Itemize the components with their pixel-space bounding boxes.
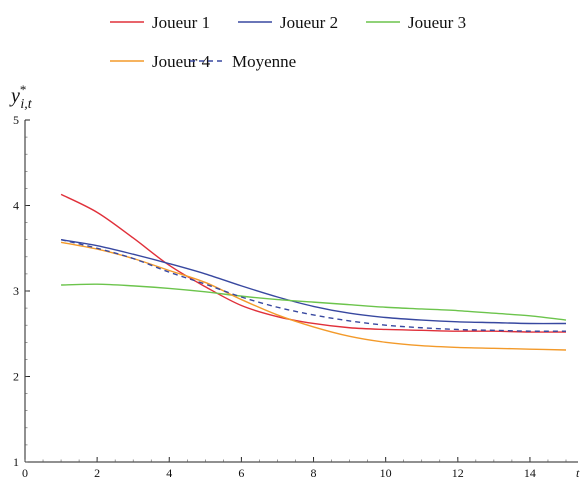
- series-line-joueur-1: [60, 193, 567, 333]
- legend-item-moyenne: Moyenne: [190, 52, 296, 71]
- y-tick-label: 4: [13, 199, 19, 213]
- x-tick-label: 12: [452, 466, 464, 480]
- series-line-joueur-4: [60, 241, 567, 351]
- x-tick-label: 2: [94, 466, 100, 480]
- x-axis-label: t: [576, 466, 580, 480]
- legend-label: Joueur 3: [408, 13, 466, 32]
- x-tick-label: 10: [380, 466, 392, 480]
- x-tick-label: 4: [166, 466, 172, 480]
- legend-item-joueur-3: Joueur 3: [366, 13, 466, 32]
- y-axis-label: y* i,t: [9, 82, 33, 112]
- legend-item-joueur-1: Joueur 1: [110, 13, 210, 32]
- legend-label: Joueur 2: [280, 13, 338, 32]
- series-line-joueur-3: [61, 283, 567, 321]
- y-tick-label: 1: [13, 455, 19, 469]
- series-line-moyenne: [60, 239, 567, 332]
- legend-label: Moyenne: [232, 52, 296, 71]
- x-tick-label: 0: [22, 466, 28, 480]
- series-line-joueur-2: [60, 239, 567, 325]
- legend-item-joueur-2: Joueur 2: [238, 13, 338, 32]
- y-tick-label: 2: [13, 370, 19, 384]
- y-tick-label: 5: [13, 113, 19, 127]
- legend-label: Joueur 4: [152, 52, 211, 71]
- legend-item-joueur-4: Joueur 4: [110, 52, 211, 71]
- x-tick-label: 6: [238, 466, 244, 480]
- x-tick-label: 14: [524, 466, 536, 480]
- x-tick-label: 8: [311, 466, 317, 480]
- plot-area: [60, 193, 567, 351]
- legend-label: Joueur 1: [152, 13, 210, 32]
- legend: Joueur 1 Joueur 2 Joueur 3 Joueur 4 Moyenne: [110, 13, 466, 71]
- y-tick-label: 3: [13, 284, 19, 298]
